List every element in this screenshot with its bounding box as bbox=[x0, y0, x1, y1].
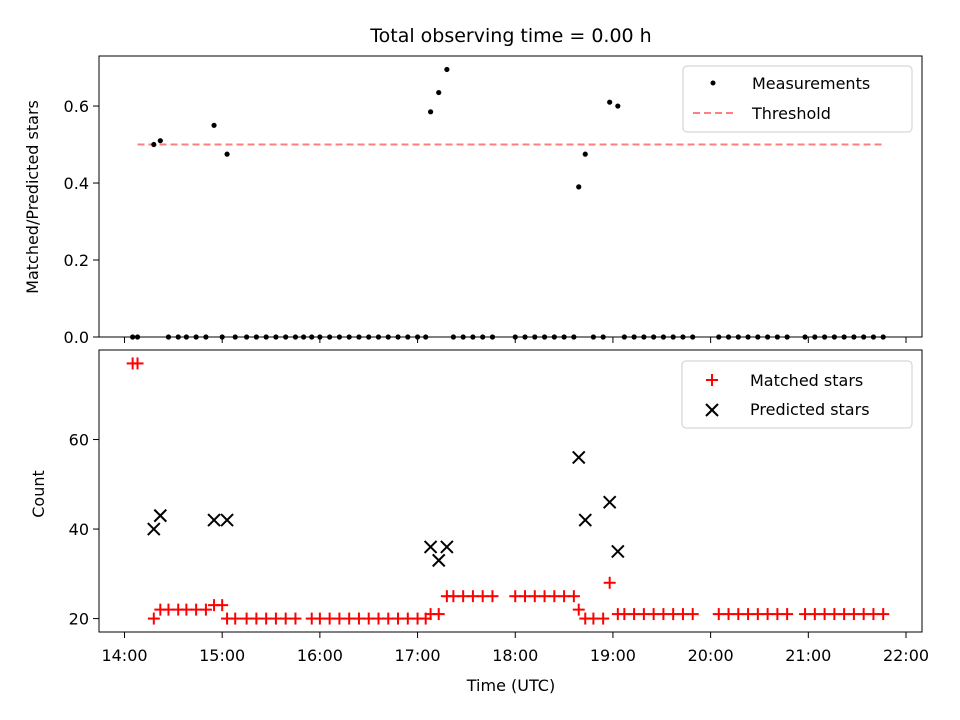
matched-star-point bbox=[432, 608, 445, 621]
matched-star-point bbox=[289, 612, 302, 625]
top-legend-box bbox=[682, 65, 913, 133]
bottom-plot-area bbox=[126, 357, 890, 625]
predicted-star-point bbox=[207, 513, 221, 527]
measurement-point bbox=[224, 151, 230, 157]
matched-star-point bbox=[572, 603, 585, 616]
matched-star-point bbox=[147, 612, 160, 625]
bottom-x-tick-label: 18:00 bbox=[492, 646, 538, 665]
predicted-star-point bbox=[602, 495, 617, 509]
chart-title: Total observing time = 0.00 h bbox=[369, 25, 651, 47]
top-legend: Measurements Threshold bbox=[682, 65, 913, 133]
bottom-y-axis-label: Count bbox=[29, 470, 48, 518]
predicted-star-point bbox=[423, 540, 438, 554]
bottom-x-tick-label: 17:00 bbox=[395, 646, 441, 665]
measurement-point bbox=[436, 89, 442, 96]
bottom-x-tick-label: 21:00 bbox=[785, 646, 831, 665]
bottom-x-tick-label: 16:00 bbox=[297, 646, 343, 665]
matched-star-point bbox=[229, 612, 242, 625]
predicted-star-point bbox=[432, 553, 446, 568]
bottom-y-tick-label: 40 bbox=[69, 520, 89, 539]
predicted-star-point bbox=[611, 544, 625, 559]
top-y-tick-label: 0.4 bbox=[64, 174, 89, 193]
bottom-y-tick-label: 20 bbox=[69, 610, 89, 629]
bottom-x-tick-label: 20:00 bbox=[688, 646, 734, 665]
bottom-y-ticks: 20 40 60 bbox=[69, 431, 99, 629]
measurement-point bbox=[157, 138, 163, 144]
matched-star-point bbox=[597, 612, 610, 625]
predicted-star-point bbox=[147, 522, 161, 536]
measurement-point bbox=[576, 184, 582, 190]
bottom-y-tick-label: 60 bbox=[69, 431, 89, 450]
matched-star-point bbox=[877, 608, 890, 621]
matched-star-point bbox=[603, 576, 616, 589]
matched-star-point bbox=[567, 590, 580, 603]
legend-measurements-marker bbox=[710, 80, 716, 86]
bottom-x-axis-label: Time (UTC) bbox=[466, 676, 555, 695]
bottom-x-tick-label: 15:00 bbox=[199, 646, 245, 665]
measurement-point bbox=[444, 66, 450, 73]
predicted-star-point bbox=[440, 540, 454, 554]
legend-matched-marker bbox=[706, 374, 718, 386]
bottom-x-tick-label: 22:00 bbox=[883, 646, 929, 665]
top-y-tick-label: 0.6 bbox=[64, 97, 89, 116]
top-x-ticks bbox=[124, 337, 907, 343]
legend-matched-label: Matched stars bbox=[750, 371, 863, 390]
matched-star-point bbox=[781, 608, 794, 621]
measurement-point bbox=[607, 99, 613, 105]
matched-star-point bbox=[216, 599, 229, 612]
bottom-x-ticks: 14:00 15:00 16:00 17:00 18:00 19:00 20:00 21:00… bbox=[101, 632, 929, 665]
top-panel: 0.0 0.2 0.4 0.6 Matched/Predicted stars Mea… bbox=[23, 55, 923, 347]
measurement-point bbox=[615, 103, 621, 109]
top-axes-frame bbox=[98, 55, 923, 338]
predicted-star-point bbox=[153, 508, 168, 523]
predicted-star-point bbox=[578, 513, 592, 527]
legend-predicted-label: Predicted stars bbox=[750, 400, 870, 419]
top-y-ticks: 0.0 0.2 0.4 0.6 bbox=[64, 97, 99, 347]
bottom-x-tick-label: 19:00 bbox=[590, 646, 636, 665]
legend-measurements-label: Measurements bbox=[752, 74, 870, 93]
bottom-panel: 20 40 60 14:00 15:00 16:00 17:00 18:00 19:00 20:… bbox=[29, 349, 929, 695]
matched-star-point bbox=[486, 590, 499, 603]
measurement-point bbox=[427, 109, 434, 115]
measurement-point bbox=[151, 141, 157, 148]
top-y-tick-label: 0.2 bbox=[64, 251, 89, 270]
matched-star-point bbox=[686, 608, 699, 621]
measurement-point bbox=[211, 122, 217, 128]
predicted-star-point bbox=[220, 513, 234, 527]
measurement-point bbox=[582, 151, 588, 157]
matched-star-point bbox=[199, 603, 212, 616]
bottom-x-tick-label: 14:00 bbox=[101, 646, 147, 665]
legend-predicted-marker bbox=[705, 403, 719, 417]
predicted-star-point bbox=[572, 450, 586, 465]
bottom-legend: Matched stars Predicted stars bbox=[681, 360, 913, 429]
bottom-axes-frame bbox=[98, 349, 923, 633]
top-y-tick-label: 0.0 bbox=[64, 328, 89, 347]
matched-star-point bbox=[131, 357, 144, 370]
bottom-legend-box bbox=[681, 360, 913, 429]
top-y-axis-label: Matched/Predicted stars bbox=[23, 100, 42, 294]
legend-threshold-label: Threshold bbox=[751, 104, 831, 123]
